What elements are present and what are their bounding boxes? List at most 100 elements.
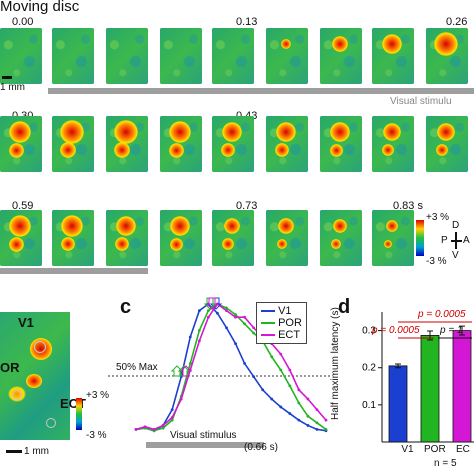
series-point (306, 424, 310, 427)
imaging-frame (0, 210, 42, 266)
imaging-frame (160, 116, 202, 172)
imaging-frame (212, 210, 254, 266)
error-bar (459, 325, 465, 336)
imaging-frame (320, 116, 362, 172)
activation-blob (61, 215, 83, 237)
activation-blob (436, 144, 448, 156)
time-label: 0.00 (12, 16, 34, 28)
series-point (170, 408, 174, 411)
imaging-frame (266, 210, 308, 266)
activation-blob (223, 217, 241, 235)
imaging-frame (426, 116, 468, 172)
series-line-ect (135, 302, 327, 431)
time-label: 0.26 (446, 16, 468, 28)
activation-blob (434, 32, 458, 56)
orientation-p: P (441, 235, 448, 246)
time-label: 0.59 (12, 200, 34, 212)
series-point (134, 428, 138, 431)
colorbar-max: +3 % (86, 390, 110, 401)
activation-blob (169, 237, 183, 251)
activation-blob (170, 216, 190, 236)
roi-circle (46, 418, 56, 428)
series-point (243, 315, 246, 319)
legend-label: ECT (278, 329, 301, 341)
legend-label: V1 (278, 305, 292, 317)
imaging-frame (0, 116, 42, 172)
activation-blob (331, 239, 341, 249)
activation-blob (330, 122, 350, 142)
latency-bar-chart: 0.1 0.2 0.3 (362, 312, 474, 443)
series-point (315, 428, 319, 431)
activation-blob (221, 121, 243, 143)
scale-bar-label: 1 mm (24, 446, 49, 457)
activation-blob (383, 239, 393, 249)
series-point (306, 397, 310, 401)
series-point (288, 384, 292, 388)
series-point (225, 306, 228, 310)
series-point (216, 311, 219, 315)
stimulus-bar (146, 442, 264, 448)
scale-bar-label: 1 mm (0, 82, 25, 93)
activation-blob (332, 36, 348, 52)
latency-line-chart (108, 297, 330, 448)
series-point (270, 397, 274, 401)
series-point (206, 309, 210, 312)
legend: V1 POR ECT (256, 302, 307, 344)
activation-blob (8, 236, 24, 252)
series-point (188, 335, 192, 339)
imaging-frame (106, 210, 148, 266)
y-tick-label: 0.1 (362, 400, 376, 411)
series-point (197, 309, 201, 312)
series-point (225, 326, 228, 330)
imaging-frame (0, 28, 42, 84)
legend-swatch (261, 322, 275, 325)
colorbar-min: -3 % (86, 430, 107, 441)
time-label: 0.13 (236, 16, 258, 28)
series-line-v1 (135, 302, 327, 432)
imaging-frame (212, 116, 254, 172)
activation-blob (168, 120, 192, 144)
frame-texture (52, 28, 94, 84)
p-value-label: p = 0.0005 (418, 309, 466, 320)
series-point (270, 355, 274, 359)
imaging-frame (320, 28, 362, 84)
bar-ec (452, 330, 472, 443)
series-point (179, 397, 183, 401)
roi-label-v1: V1 (18, 315, 34, 330)
imaging-frame (266, 28, 308, 84)
roi-label-por: OR (0, 360, 20, 375)
bar-por (420, 335, 440, 443)
activation-blob (8, 120, 32, 144)
frame-texture (160, 28, 202, 84)
activation-blob (60, 236, 76, 252)
time-label: 0.73 (236, 200, 258, 212)
p-value-label: p = 1 (440, 325, 463, 336)
series-point (170, 418, 174, 422)
series-point (225, 309, 228, 312)
series-point (261, 388, 265, 392)
series-point (143, 425, 147, 429)
orientation-d: D (452, 220, 460, 231)
activation-blob (280, 38, 292, 50)
legend-label: POR (278, 317, 302, 329)
series-point (324, 428, 328, 431)
activation-blob (114, 142, 130, 158)
stimulus-bar (0, 268, 148, 274)
roi-circle (34, 341, 46, 353)
bar-v1 (388, 365, 408, 443)
imaging-frame (426, 28, 468, 84)
series-point (297, 388, 301, 392)
colorbar (416, 220, 424, 256)
colorbar (76, 398, 82, 430)
activation-blob (8, 142, 24, 158)
activation-blob (333, 219, 347, 233)
panel-letter-d: d (338, 296, 351, 318)
series-point (279, 405, 283, 409)
orientation-a: A (463, 235, 470, 246)
series-point (279, 368, 283, 372)
activation-blob (222, 238, 234, 250)
series-point (252, 375, 256, 378)
imaging-frame (52, 28, 94, 84)
activation-blob (329, 143, 343, 157)
series-point (206, 315, 210, 319)
